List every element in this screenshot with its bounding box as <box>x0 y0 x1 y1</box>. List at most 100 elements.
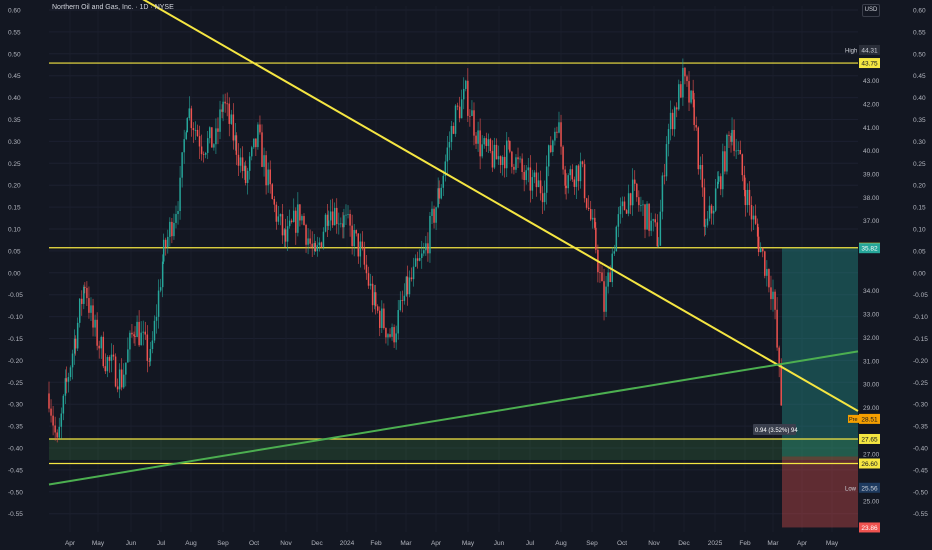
candle-body <box>585 198 588 208</box>
candle-body <box>525 170 527 181</box>
candle-body <box>427 243 429 254</box>
candle-body <box>521 158 523 172</box>
candle-body <box>284 229 287 242</box>
candle-body <box>640 204 642 206</box>
candle-body <box>239 157 242 166</box>
candle-body <box>414 258 417 267</box>
candle-body <box>286 226 289 242</box>
candle-body <box>437 188 439 208</box>
candle-body <box>673 107 676 130</box>
candle-body <box>446 147 449 162</box>
candle-body <box>735 150 737 152</box>
candle-body <box>744 189 747 206</box>
candle-body <box>78 298 81 323</box>
candle-body <box>654 219 656 223</box>
candle-body <box>273 199 276 205</box>
left-axis-tick: 0.50 <box>8 51 21 58</box>
candle-body <box>611 253 613 283</box>
candle-body <box>448 142 451 148</box>
candle-body <box>601 272 603 282</box>
candle-body <box>621 201 624 207</box>
left-axis-tick: -0.45 <box>8 467 23 474</box>
candle-body <box>487 139 490 146</box>
candle-body <box>631 179 634 206</box>
candle-body <box>564 169 566 186</box>
candle-body <box>485 138 488 146</box>
candle-body <box>592 217 594 220</box>
candle-body <box>123 374 125 388</box>
x-axis-tick: Jul <box>157 540 166 547</box>
candle-body <box>720 176 722 190</box>
candle-body <box>116 386 119 390</box>
candle-body <box>293 210 295 222</box>
candle-body <box>161 261 164 288</box>
candle-body <box>772 291 774 300</box>
candle-body <box>257 124 259 148</box>
candle-body <box>338 223 340 225</box>
far-right-axis-tick: 0.40 <box>913 95 926 102</box>
candle-body <box>750 205 753 220</box>
candle-body <box>186 118 188 133</box>
candle-body <box>692 90 694 100</box>
candle-body <box>65 378 68 382</box>
candle-body <box>444 161 447 176</box>
price-level-tag-bg <box>859 433 880 444</box>
right-axis-tick: 32.00 <box>863 335 880 342</box>
x-axis-tick: May <box>462 540 475 547</box>
right-axis-tick: 43.00 <box>863 78 880 85</box>
currency-badge[interactable]: USD <box>862 4 880 17</box>
candle-body <box>623 201 626 211</box>
x-axis-tick: Feb <box>739 540 751 547</box>
candle-body <box>545 166 548 193</box>
left-axis-tick: -0.05 <box>8 292 23 299</box>
candle-body <box>71 353 74 368</box>
candle-body <box>265 155 267 186</box>
x-axis-tick: Mar <box>400 540 412 547</box>
left-axis-tick: 0.45 <box>8 73 21 80</box>
left-axis-tick: -0.50 <box>8 489 23 496</box>
candle-body <box>157 290 160 317</box>
x-axis-tick: May <box>826 540 839 547</box>
candle-body <box>387 334 389 338</box>
candle-body <box>112 354 115 357</box>
right-axis-tick: 33.00 <box>863 312 880 319</box>
candle-body <box>748 189 751 206</box>
candle-body <box>669 112 672 130</box>
candle-body <box>181 152 183 178</box>
left-axis-tick: -0.35 <box>8 424 23 431</box>
candle-body <box>659 211 662 246</box>
candle-body <box>768 269 770 288</box>
candle-body <box>410 277 413 280</box>
candle-body <box>224 101 226 104</box>
candle-body <box>219 109 221 132</box>
left-axis-tick: 0.35 <box>8 117 21 124</box>
candle-body <box>401 300 404 301</box>
candle-body <box>395 333 397 343</box>
right-axis-tick: 27.00 <box>863 452 880 459</box>
candle-body <box>515 157 517 170</box>
candle-body <box>90 305 92 313</box>
candle-body <box>766 269 768 276</box>
x-axis-tick: Apr <box>797 540 808 547</box>
candle-body <box>577 165 580 182</box>
candle-body <box>728 134 730 136</box>
candle-body <box>739 149 741 155</box>
candle-body <box>361 241 364 248</box>
candle-body <box>756 223 759 237</box>
candle-body <box>656 222 659 247</box>
left-axis-tick: 0.40 <box>8 95 21 102</box>
candle-body <box>706 218 709 226</box>
candle-body <box>127 349 129 363</box>
far-right-axis-tick: 0.05 <box>913 248 926 255</box>
x-axis-tick: Nov <box>648 540 660 547</box>
candle-body <box>556 131 558 133</box>
candle-body <box>74 338 77 349</box>
candle-body <box>519 158 521 160</box>
left-axis-tick: 0.15 <box>8 205 21 212</box>
candle-body <box>148 360 151 362</box>
candle-body <box>529 167 532 191</box>
candle-body <box>554 131 556 141</box>
candle-body <box>232 114 235 141</box>
candle-body <box>281 214 284 236</box>
